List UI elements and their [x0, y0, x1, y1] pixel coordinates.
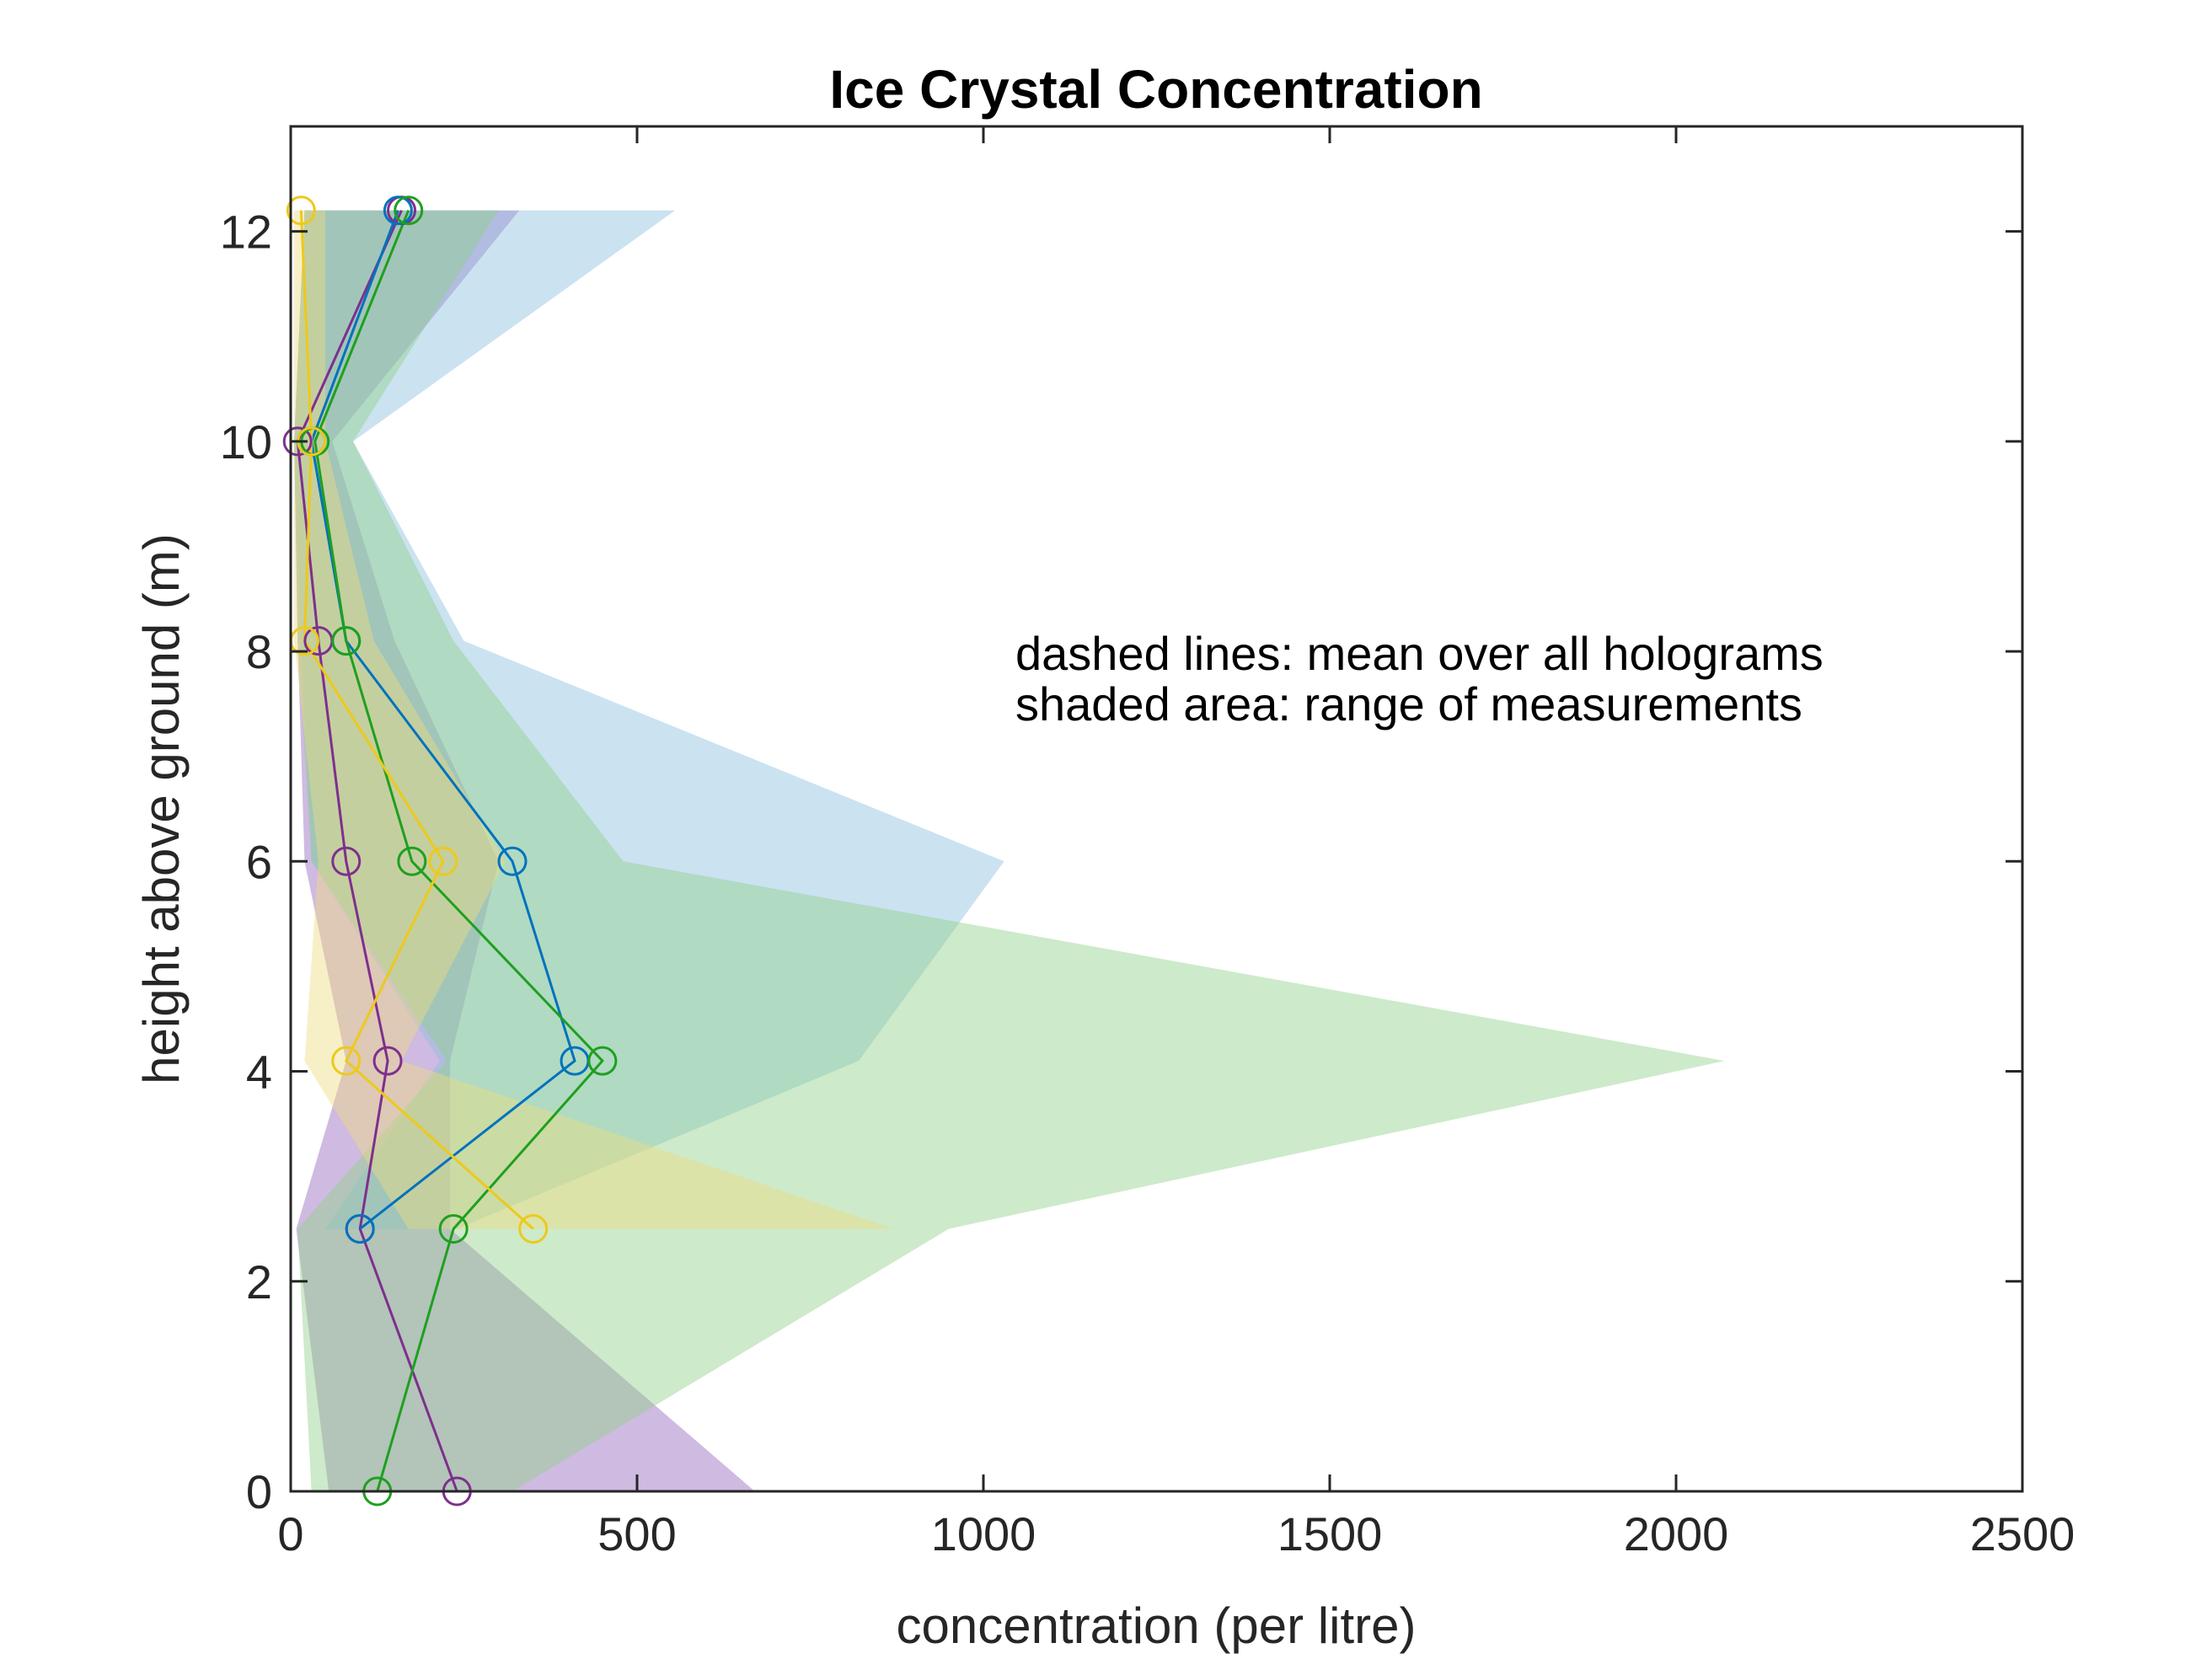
marker-0-2: [372, 1046, 403, 1076]
marker-3-1: [331, 1046, 362, 1076]
range-area-2: [294, 210, 1725, 1492]
x-tick-label: 2000: [1624, 1507, 1729, 1560]
mean-line-1: [310, 210, 576, 1230]
marker-3-5: [286, 195, 316, 226]
marker-2-4: [331, 626, 362, 656]
marker-3-0: [518, 1213, 549, 1244]
marker-1-5: [383, 195, 413, 226]
mean-line-2: [313, 210, 604, 1492]
range-area-1: [294, 210, 1004, 1229]
x-axis-label: concentration (per litre): [897, 1597, 1417, 1654]
x-tick-label: 1000: [931, 1507, 1036, 1560]
range-area-0: [294, 210, 755, 1492]
y-tick-label: 0: [246, 1465, 272, 1518]
y-tick-label: 12: [220, 206, 272, 259]
marker-2-3: [397, 846, 427, 876]
x-tick-label: 2500: [1970, 1507, 2075, 1560]
marker-1-0: [345, 1213, 375, 1244]
annotation-shaded-area: shaded area: range of measurements: [1015, 677, 1802, 730]
marker-1-2: [497, 846, 528, 876]
y-tick-label: 10: [220, 415, 272, 468]
marker-0-3: [331, 846, 362, 876]
y-tick-label: 2: [246, 1255, 272, 1308]
y-tick-label: 4: [246, 1046, 272, 1099]
plot-frame: [289, 125, 2024, 1493]
y-tick-label: 6: [246, 835, 272, 888]
marker-0-5: [282, 426, 313, 457]
marker-2-2: [587, 1046, 618, 1076]
chart-title: Ice Crystal Concentration: [829, 59, 1482, 120]
mean-line-3: [299, 210, 534, 1230]
y-tick-label: 8: [246, 625, 272, 678]
range-fills: [294, 210, 1725, 1492]
y-axis-ticks: 0 2 4 6 8 10 12: [220, 206, 2022, 1518]
x-tick-label: 1500: [1277, 1507, 1383, 1560]
y-axis-label: height above ground (m): [133, 533, 190, 1084]
range-area-3: [294, 210, 894, 1229]
x-tick-label: 500: [597, 1507, 676, 1560]
marker-2-1: [438, 1213, 469, 1244]
annotation-dashed-lines: dashed lines: mean over all holograms: [1015, 627, 1824, 680]
marker-2-6: [394, 195, 424, 226]
x-axis-ticks: 0 500 1000 1500 2000 2500: [277, 126, 2075, 1560]
marker-3-2: [428, 846, 458, 876]
x-tick-label: 0: [277, 1507, 303, 1560]
